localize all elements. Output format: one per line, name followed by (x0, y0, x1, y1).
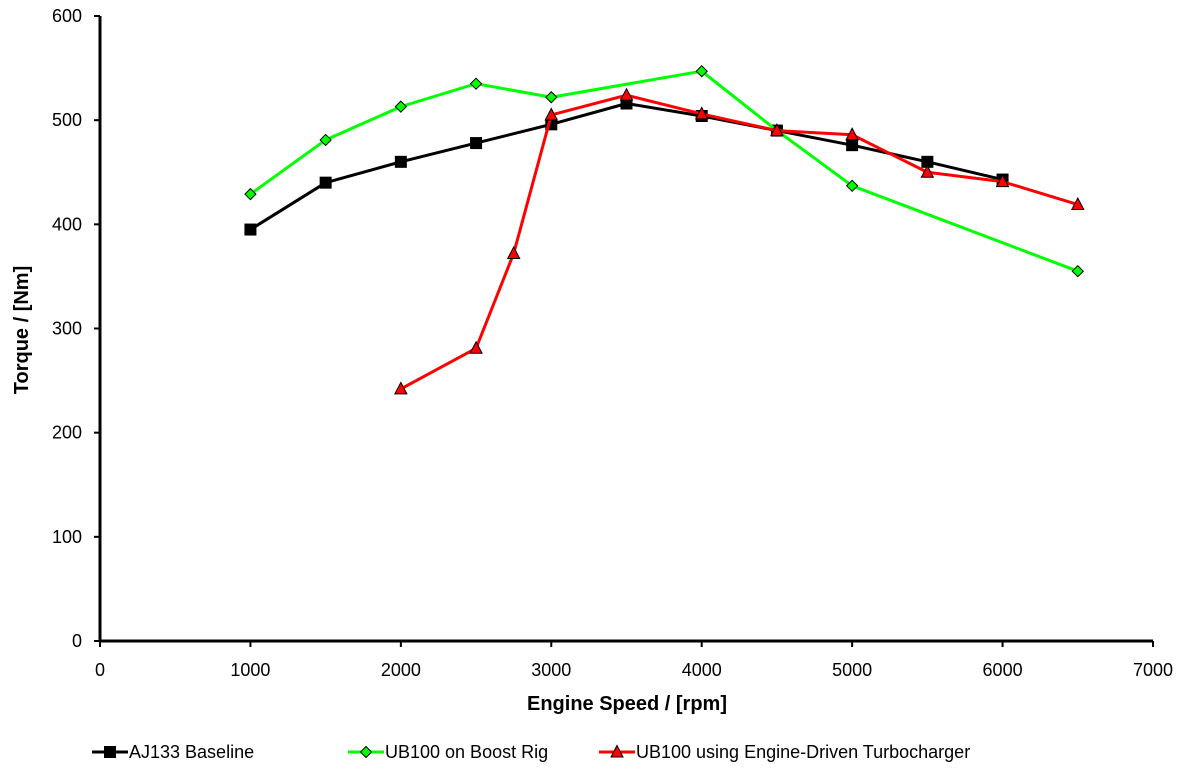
legend-item-3: UB100 using Engine-Driven Turbocharger (599, 742, 970, 762)
data-point (770, 123, 784, 137)
x-tick-label: 2000 (381, 660, 421, 680)
y-axis-title: Torque / [Nm] (11, 266, 33, 395)
y-tick-label: 500 (52, 110, 82, 130)
data-point (995, 174, 1010, 188)
data-point (469, 77, 483, 90)
data-point (920, 164, 935, 178)
plot-area (244, 65, 1085, 395)
data-point (394, 381, 408, 395)
data-point (845, 179, 859, 192)
data-point (1071, 265, 1084, 278)
y-tick-label: 0 (72, 631, 82, 651)
data-point (469, 340, 483, 354)
series-line (249, 69, 1079, 273)
legend-label: UB100 using Engine-Driven Turbocharger (636, 742, 970, 762)
legend-label: AJ133 Baseline (129, 742, 254, 762)
x-axis-title: Engine Speed / [rpm] (527, 693, 727, 715)
data-point (545, 91, 558, 104)
ticks: 0 1000 2000 3000 4000 5000 6000 7000 0 100 200 300 4… (52, 6, 1173, 680)
legend: AJ133 Baseline UB100 on Boost Rig UB100 us… (92, 742, 970, 762)
y-tick-label: 200 (52, 423, 82, 443)
legend-marker (359, 745, 373, 759)
data-point (319, 133, 332, 147)
data-point (695, 65, 708, 78)
data-point (845, 127, 859, 141)
x-tick-label: 7000 (1133, 660, 1173, 680)
x-tick-label: 5000 (832, 660, 872, 680)
y-tick-label: 300 (52, 319, 82, 339)
x-tick-label: 0 (95, 660, 105, 680)
data-point (244, 223, 257, 236)
legend-label: UB100 on Boost Rig (385, 742, 548, 762)
x-tick-label: 4000 (682, 660, 722, 680)
data-point (846, 139, 859, 152)
legend-marker (610, 744, 624, 758)
data-point (694, 106, 709, 120)
legend-item-1: AJ133 Baseline (92, 742, 254, 762)
series-1 (244, 97, 1009, 236)
legend-marker (104, 746, 116, 758)
series-2 (244, 65, 1084, 278)
series-3 (394, 87, 1085, 395)
data-point (244, 187, 257, 201)
data-point (544, 107, 559, 121)
x-tick-label: 1000 (230, 660, 270, 680)
data-point (394, 100, 408, 113)
y-tick-label: 100 (52, 527, 82, 547)
data-point (394, 155, 407, 168)
y-tick-label: 400 (52, 214, 82, 234)
data-point (319, 176, 332, 189)
series-line (400, 93, 1079, 391)
x-tick-label: 3000 (531, 660, 571, 680)
data-point (506, 245, 521, 259)
data-point (470, 137, 483, 150)
data-point (619, 87, 634, 101)
data-point (1070, 196, 1085, 211)
y-tick-label: 600 (52, 6, 82, 26)
axes (98, 16, 1153, 643)
legend-item-2: UB100 on Boost Rig (348, 742, 548, 762)
x-tick-label: 6000 (983, 660, 1023, 680)
